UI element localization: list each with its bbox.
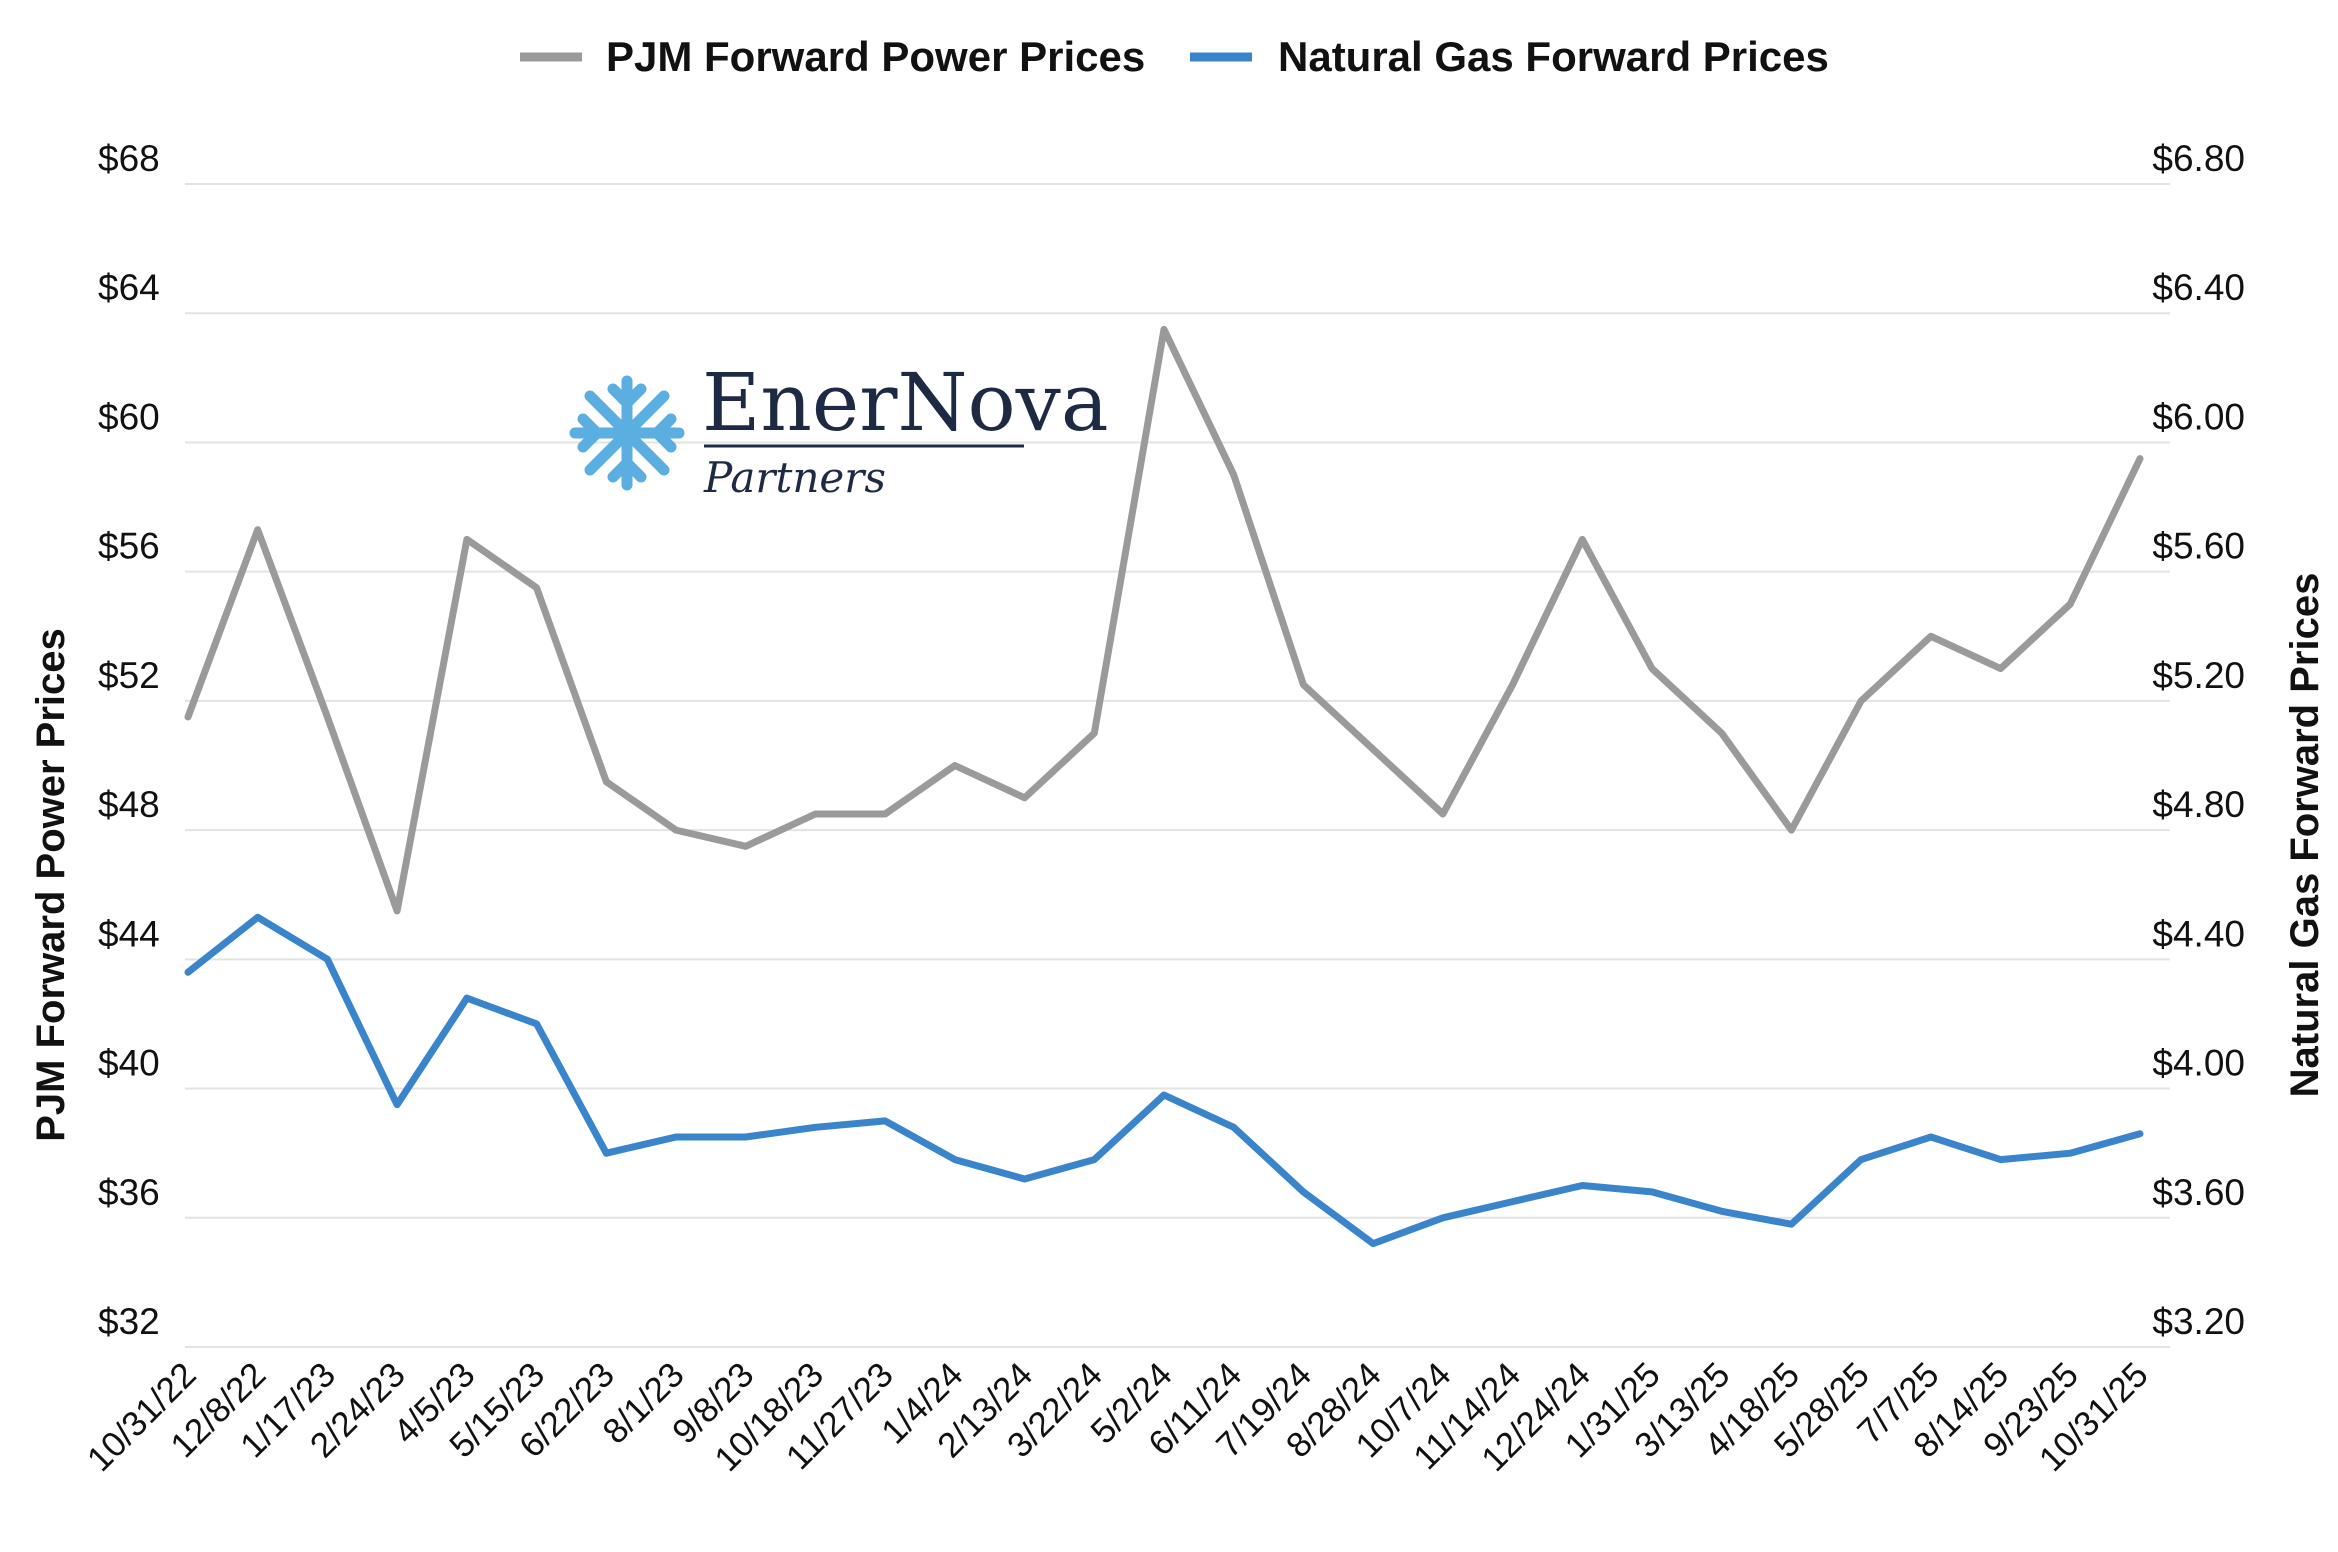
y-tick-left-label: $56 [98,526,160,567]
snowflake-icon [569,375,685,491]
enernova-logo: EnerNova Partners [569,356,1109,502]
y-tick-right-label: $4.80 [2152,784,2245,825]
y-tick-right-label: $5.20 [2152,655,2245,696]
logo-sub: Partners [703,453,886,502]
y-axis-right-title: Natural Gas Forward Prices [2283,573,2327,1098]
y-tick-left-label: $64 [98,267,160,308]
y-tick-right-label: $4.00 [2152,1043,2245,1084]
y-axis-left-ticks: $68 $64 $60 $56 $52 $48 $44 $40 $36 $32 [98,138,160,1342]
y-tick-right-label: $4.40 [2152,913,2245,954]
y-tick-left-label: $40 [98,1043,160,1084]
series-line-power [184,325,2144,915]
y-tick-right-label: $6.00 [2152,396,2245,437]
series-line-gas [184,913,2144,1248]
y-tick-left-label: $36 [98,1172,160,1213]
logo-name: EnerNova [702,356,1109,449]
y-axis-right-ticks: $6.80 $6.40 $6.00 $5.60 $5.20 $4.80 $4.40 $4.00… [2152,138,2245,1342]
y-tick-left-label: $48 [98,784,160,825]
y-tick-left-label: $60 [98,396,160,437]
y-tick-left-label: $44 [98,913,160,954]
y-tick-right-label: $5.60 [2152,526,2245,567]
y-tick-right-label: $6.40 [2152,267,2245,308]
y-tick-left-label: $32 [98,1301,160,1342]
legend-label-gas: Natural Gas Forward Prices [1278,33,1829,80]
y-tick-left-label: $68 [98,138,160,179]
legend: PJM Forward Power Prices Natural Gas For… [520,33,1829,80]
y-tick-right-label: $3.60 [2152,1172,2245,1213]
legend-label-power: PJM Forward Power Prices [606,33,1145,80]
y-tick-right-label: $3.20 [2152,1301,2245,1342]
y-tick-left-label: $52 [98,655,160,696]
y-tick-right-label: $6.80 [2152,138,2245,179]
y-axis-left-title: PJM Forward Power Prices [29,628,73,1142]
x-axis-ticks: 10/31/2212/8/221/17/232/24/234/5/235/15/… [80,1355,2156,1479]
